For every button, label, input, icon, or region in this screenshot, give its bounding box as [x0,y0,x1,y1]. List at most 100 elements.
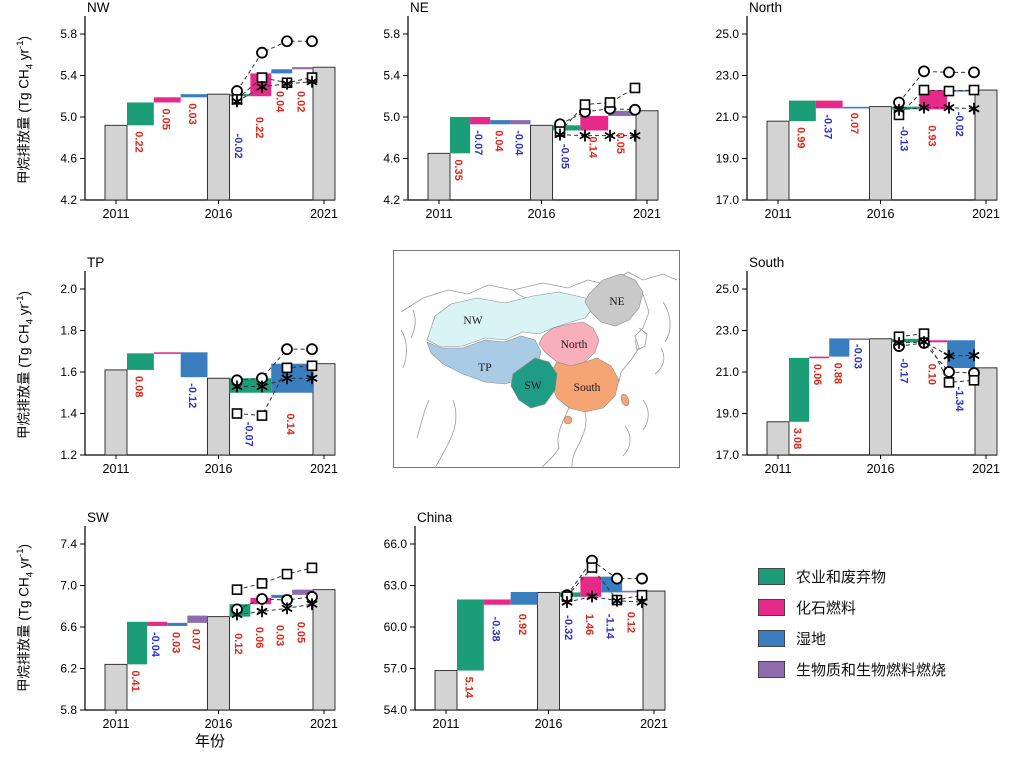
segment-value-label: 0.02 [295,91,307,112]
y-tick-label: 6.2 [60,662,77,676]
segment-value-label: -0.05 [558,144,570,169]
marker-asterisk-stroke [943,104,955,112]
y-tick-label: 25.0 [716,282,740,296]
marker-asterisk-stroke [893,106,905,114]
marker-connector-circle [236,596,313,610]
segment-fossil_fuel [470,117,491,125]
marker-square [281,362,293,374]
y-tick-label: 5.0 [60,110,77,124]
marker-connector-asterisk [566,596,643,603]
marker-asterisk [586,590,598,603]
marker-circle [943,66,955,79]
segment-biomass_burning [292,589,313,595]
y-tick-label: 25.0 [716,27,740,41]
marker-circle [943,366,955,378]
marker-asterisk [561,596,573,609]
marker-circle [918,65,930,78]
marker-asterisk [231,608,243,621]
segment-wetland [180,352,208,378]
marker-asterisk [968,349,980,362]
map-taiwan-island [620,393,630,407]
marker-asterisk [893,103,905,116]
marker-connector-asterisk [898,341,975,357]
anchor-bar-2016 [207,93,230,201]
marker-asterisk-stroke [579,132,591,140]
marker-asterisk [918,335,930,349]
y-tick-label: 66.0 [384,537,408,551]
marker-asterisk-stroke [636,598,648,606]
anchor-bar-2011 [104,369,128,456]
anchor-bar-2011 [434,670,458,711]
marker-asterisk [256,80,268,94]
segment-fossil_fuel [580,115,609,131]
segment-value-label: -0.02 [232,134,244,159]
marker-asterisk [604,129,616,142]
marker-asterisk-stroke [561,598,573,606]
marker-connector-square [236,365,313,417]
segment-value-label: 0.12 [625,612,637,633]
marker-asterisk-stroke [231,97,243,105]
marker-circle [281,35,293,48]
segment-value-label: 0.93 [925,125,937,146]
segment-value-label: -0.17 [897,358,909,383]
x-tick-label: 2021 [633,207,661,221]
segment-value-label: 1.46 [583,614,595,635]
segment-value-label: 0.12 [232,633,244,654]
segment-value-label: 0.22 [132,131,144,152]
marker-circle [636,572,648,585]
marker-circle [256,46,268,59]
marker-asterisk [306,598,318,611]
marker-square [256,410,268,421]
segment-biomass_burning [510,120,531,125]
y-tick-label: 19.0 [716,152,740,166]
legend-swatch-biomass [758,661,785,678]
anchor-bar-2011 [104,124,128,201]
marker-asterisk-stroke [306,374,318,382]
segment-agriculture_waste [789,357,810,422]
segment-value-label: 0.03 [274,625,286,646]
marker-square [604,97,616,108]
y-tick-label: 6.6 [60,620,77,634]
map-hainan-island [563,415,573,425]
segment-value-label: -0.02 [953,112,965,137]
marker-square [306,562,318,574]
legend-label-biomass: 生物质和生物燃料燃烧 [796,662,947,679]
anchor-bar-2016 [537,591,560,711]
marker-circle [306,343,318,356]
marker-square [629,82,641,94]
segment-value-label: 0.06 [811,364,823,385]
marker-asterisk [281,602,293,615]
anchor-bar-2011 [427,152,451,201]
segment-agriculture_waste [450,117,471,154]
legend-label-wetland: 湿地 [796,631,827,648]
panel-title: NE [410,0,429,15]
segment-value-label: -0.04 [149,632,161,658]
legend-item-fossil: 化石燃料 [758,597,946,618]
segment-biomass_burning [292,67,313,70]
marker-square [943,377,955,388]
y-tick-label: 63.0 [384,579,408,593]
marker-asterisk [968,102,980,115]
china-region-map: NW TP NE North SW South [393,250,680,468]
y-tick-label: 5.8 [60,703,77,717]
x-tick-label: 2021 [310,717,338,731]
marker-asterisk-stroke [968,351,980,359]
segment-value-label: -0.03 [851,344,863,369]
segment-value-label: 0.92 [516,614,528,635]
map-label-tp: TP [478,362,491,374]
marker-connector-square [898,89,975,116]
x-tick-label: 2011 [426,207,453,221]
segment-wetland [167,622,188,626]
marker-asterisk-stroke [554,131,566,139]
y-tick-label: 7.0 [60,579,77,593]
marker-asterisk-stroke [256,83,268,91]
marker-asterisk [231,380,243,393]
y-tick-label: 4.2 [383,193,400,207]
marker-asterisk-stroke [231,611,243,619]
x-tick-label: 2011 [765,462,792,476]
segment-value-label: 0.05 [295,622,307,643]
x-tick-label: 2021 [640,717,668,731]
y-tick-label: 4.2 [60,193,77,207]
marker-asterisk-stroke [943,352,955,360]
segment-value-label: 0.05 [614,132,626,153]
